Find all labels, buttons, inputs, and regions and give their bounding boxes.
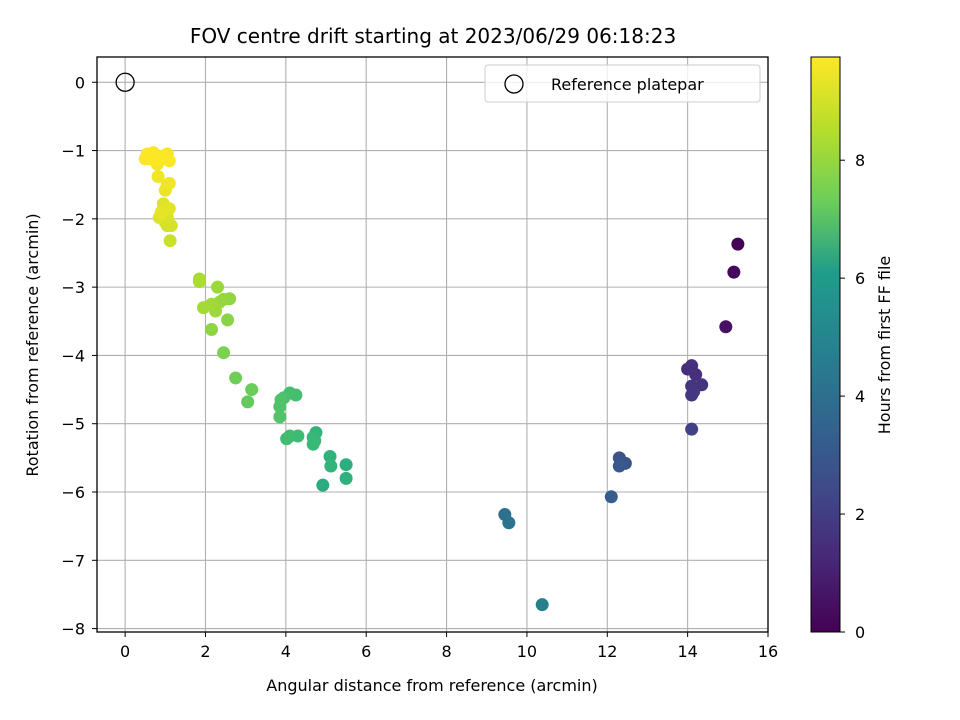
y-tick-label: −3 <box>61 278 85 297</box>
x-axis-title: Angular distance from reference (arcmin) <box>266 676 597 695</box>
legend-label: Reference platepar <box>551 75 704 94</box>
data-point <box>154 205 168 219</box>
data-point <box>273 410 287 424</box>
x-tick-label: 4 <box>281 642 291 661</box>
legend-box <box>484 64 761 103</box>
colorbar-tick-label: 8 <box>855 151 865 170</box>
data-point <box>316 478 330 492</box>
data-point <box>685 422 699 436</box>
data-point <box>323 449 337 463</box>
colorbar-tick-label: 0 <box>855 623 865 642</box>
data-point <box>280 432 294 446</box>
reference-platepar-marker <box>115 72 135 92</box>
data-points <box>138 146 745 612</box>
grid-lines <box>97 57 769 632</box>
data-point <box>192 275 206 289</box>
y-tick-label: −6 <box>61 483 85 502</box>
data-point <box>211 280 225 294</box>
y-tick-label: −7 <box>61 551 85 570</box>
data-point <box>689 368 703 382</box>
data-point <box>324 459 338 473</box>
colorbar-title: Hours from first FF file <box>875 256 894 435</box>
colorbar-tick-label: 4 <box>855 387 865 406</box>
y-axis-title: Rotation from reference (arcmin) <box>23 213 42 476</box>
data-point <box>229 371 243 385</box>
legend: Reference platepar <box>484 64 761 103</box>
data-point <box>217 346 231 360</box>
data-point <box>306 437 320 451</box>
y-tick-label: −4 <box>61 346 85 365</box>
data-point <box>604 490 618 504</box>
data-point <box>245 383 259 397</box>
data-point <box>273 400 287 414</box>
x-axis-ticks: 0 2 4 6 8 10 12 14 16 <box>120 632 778 661</box>
colorbar-tick-label: 6 <box>855 269 865 288</box>
colorbar-gradient <box>810 56 841 633</box>
data-point <box>150 154 164 168</box>
colorbar-ticks: 0 2 4 6 8 <box>840 151 865 642</box>
data-point <box>163 234 177 248</box>
data-point <box>339 471 353 485</box>
y-tick-label: −2 <box>61 210 85 229</box>
plot-frame <box>96 56 769 633</box>
y-tick-label: −8 <box>61 620 85 639</box>
data-point <box>339 458 353 472</box>
data-point <box>162 176 176 190</box>
chart-title: FOV centre drift starting at 2023/06/29 … <box>190 24 676 48</box>
data-point <box>727 265 741 279</box>
data-point <box>612 459 626 473</box>
data-point <box>241 395 255 409</box>
colorbar-tick-label: 2 <box>855 505 865 524</box>
data-point <box>731 237 745 251</box>
data-point <box>205 322 219 336</box>
x-tick-label: 0 <box>120 642 130 661</box>
data-point <box>502 516 516 530</box>
y-tick-label: −1 <box>61 142 85 161</box>
y-axis-ticks: 0 −1 −2 −3 −4 −5 −6 −7 −8 <box>61 73 97 639</box>
data-point <box>719 320 733 334</box>
x-tick-label: 6 <box>361 642 371 661</box>
colorbar: 0 2 4 6 8 Hours from first FF file <box>810 56 894 642</box>
data-point <box>685 388 699 402</box>
data-point <box>535 598 549 612</box>
x-tick-label: 2 <box>200 642 210 661</box>
legend-open-circle-icon <box>504 74 524 94</box>
x-tick-label: 8 <box>441 642 451 661</box>
x-tick-label: 10 <box>517 642 537 661</box>
y-tick-label: −5 <box>61 415 85 434</box>
x-tick-label: 16 <box>758 642 778 661</box>
data-point <box>196 301 210 315</box>
x-tick-label: 14 <box>677 642 697 661</box>
data-point <box>221 313 235 327</box>
x-tick-label: 12 <box>597 642 617 661</box>
y-tick-label: 0 <box>75 73 85 92</box>
data-point <box>151 170 165 184</box>
